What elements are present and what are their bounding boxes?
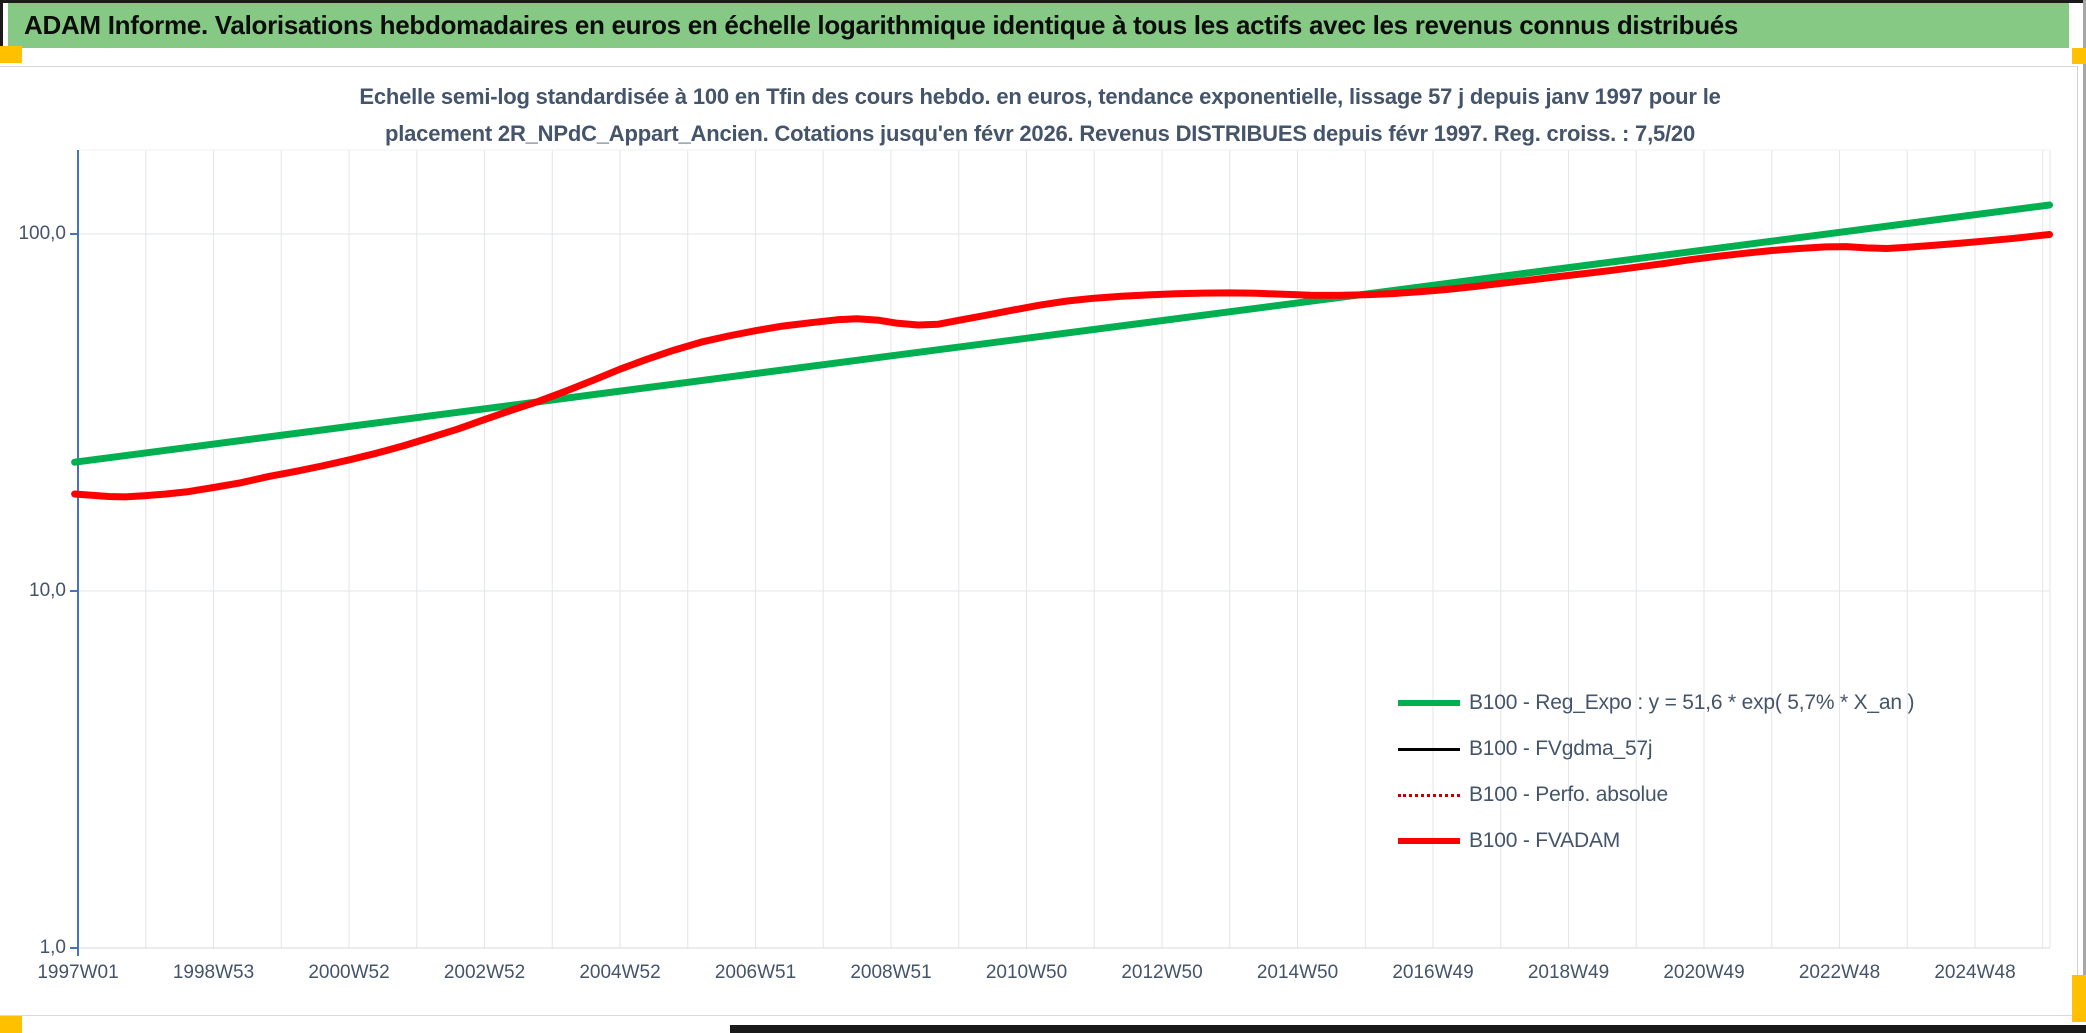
legend-label-2: B100 - Perfo. absolue (1469, 783, 1668, 806)
left-border (0, 0, 3, 48)
y-tick-label-10: 10,0 (29, 580, 66, 601)
x-tick-label-2002W52: 2002W52 (443, 962, 526, 983)
accent-square-top-right (2072, 48, 2086, 64)
accent-strip-bottom-right (2072, 975, 2086, 1022)
legend-label-0: B100 - Reg_Expo : y = 51,6 * exp( 5,7% *… (1469, 691, 1915, 714)
bottom-border (730, 1025, 2086, 1033)
top-border (0, 0, 2086, 3)
series-reg_expo (71, 201, 2053, 466)
x-tick-label-2004W52: 2004W52 (579, 962, 661, 983)
x-tick-label-1998W53: 1998W53 (172, 962, 255, 983)
legend-label-3: B100 - FVADAM (1469, 829, 1621, 852)
legend-item-2[interactable]: B100 - Perfo. absolue (1398, 772, 1914, 818)
legend-marker-3 (1398, 838, 1460, 844)
chart-title-line-2: placement 2R_NPdC_Appart_Ancien. Cotatio… (384, 121, 1696, 146)
legend-marker-1 (1398, 747, 1460, 751)
legend-marker-0 (1398, 700, 1460, 706)
chart-title-line-1: Echelle semi-log standardisée à 100 en T… (359, 84, 1721, 109)
x-tick-label-2000W52: 2000W52 (308, 962, 390, 983)
y-tick-label-1: 1,0 (39, 937, 66, 958)
x-tick-label-2018W49: 2018W49 (1527, 962, 1610, 983)
legend-marker-2 (1398, 793, 1460, 797)
series-fvadam (71, 231, 2053, 501)
x-tick-label-2006W51: 2006W51 (714, 962, 797, 983)
x-tick-label-2024W48: 2024W48 (1934, 962, 2016, 983)
sheet-header-band: ADAM Informe. Valorisations hebdomadaire… (8, 3, 2069, 48)
x-tick-label-2016W49: 2016W49 (1392, 962, 1474, 983)
legend-item-3[interactable]: B100 - FVADAM (1398, 818, 1914, 864)
x-tick-label-2010W50: 2010W50 (985, 962, 1068, 983)
x-tick-label-2008W51: 2008W51 (850, 962, 932, 983)
x-tick-label-2020W49: 2020W49 (1663, 962, 1745, 983)
chart-frame-bottom (0, 1015, 2077, 1016)
legend-item-1[interactable]: B100 - FVgdma_57j (1398, 726, 1914, 772)
x-tick-label-2022W48: 2022W48 (1798, 962, 1881, 983)
x-tick-label-2012W50: 2012W50 (1121, 962, 1203, 983)
legend-item-0[interactable]: B100 - Reg_Expo : y = 51,6 * exp( 5,7% *… (1398, 680, 1914, 726)
legend-label-1: B100 - FVgdma_57j (1469, 737, 1653, 760)
x-tick-label-1997W01: 1997W01 (37, 962, 119, 983)
chart-title: Echelle semi-log standardisée à 100 en T… (120, 78, 1960, 152)
chart-legend: B100 - Reg_Expo : y = 51,6 * exp( 5,7% *… (1398, 680, 1914, 864)
y-tick-label-100: 100,0 (18, 223, 66, 244)
x-tick-label-2014W50: 2014W50 (1256, 962, 1339, 983)
right-border (2083, 0, 2086, 975)
sheet-title: ADAM Informe. Valorisations hebdomadaire… (24, 10, 1739, 40)
accent-square-top-left (0, 46, 22, 63)
chart-frame-right (2077, 66, 2078, 1015)
accent-square-bottom-left (0, 1016, 22, 1033)
chart-frame-top (0, 66, 2077, 67)
